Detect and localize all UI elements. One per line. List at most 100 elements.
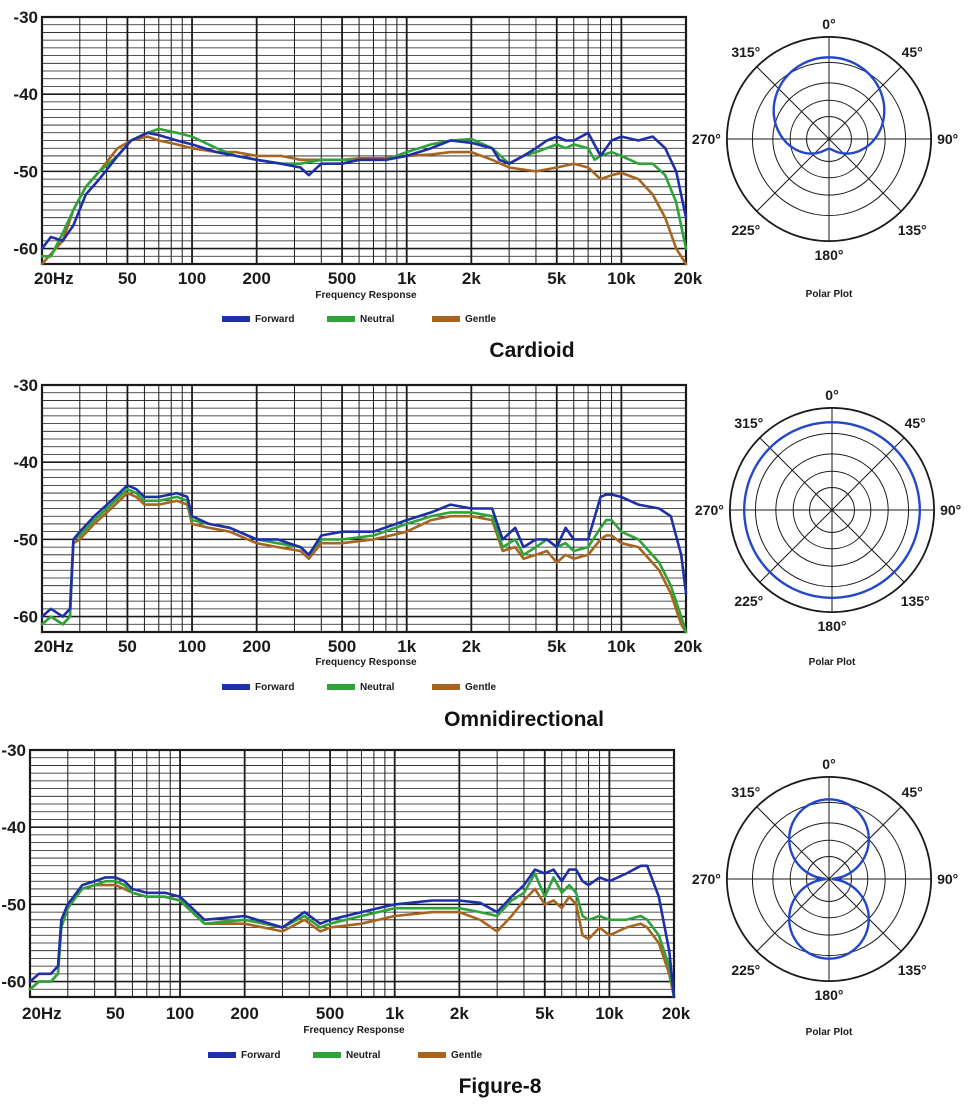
x-tick-label: 500 <box>316 1004 344 1023</box>
polar-angle-label: 180° <box>818 618 847 634</box>
polar-angle-label: 180° <box>815 987 844 1003</box>
polar-angle-label: 45° <box>902 784 923 800</box>
polar-angle-label: 225° <box>734 593 763 609</box>
polar-pattern-curve <box>772 56 886 155</box>
polar-angle-label: 90° <box>937 131 958 147</box>
legend-label-neutral: Neutral <box>346 1050 381 1061</box>
pattern-title: Omnidirectional <box>444 708 604 731</box>
legend-label-neutral: Neutral <box>360 314 395 325</box>
y-tick-label: -30 <box>1 741 26 760</box>
x-tick-label: 100 <box>166 1004 194 1023</box>
legend-label-gentle: Gentle <box>465 314 497 325</box>
y-tick-label: -50 <box>13 162 38 181</box>
x-axis-label: Frequency Response <box>315 657 417 668</box>
legend-label-gentle: Gentle <box>451 1050 483 1061</box>
polar-pattern-curve <box>787 798 871 960</box>
polar-caption: Polar Plot <box>806 289 853 300</box>
x-tick-label: 10k <box>607 269 636 288</box>
polar-pattern-curve <box>742 420 922 600</box>
x-tick-label: 500 <box>328 637 356 656</box>
y-tick-label: -60 <box>13 608 38 627</box>
x-tick-label: 1k <box>397 269 416 288</box>
x-tick-label: 500 <box>328 269 356 288</box>
y-tick-label: -30 <box>13 8 38 27</box>
legend-label-neutral: Neutral <box>360 682 395 693</box>
x-tick-label: 1k <box>397 637 416 656</box>
legend-swatch-gentle <box>418 1052 446 1058</box>
x-tick-label: 100 <box>178 269 206 288</box>
polar-angle-label: 315° <box>731 784 760 800</box>
polar-angle-label: 315° <box>734 415 763 431</box>
polar-angle-label: 45° <box>902 44 923 60</box>
polar-angle-label: 180° <box>815 247 844 263</box>
y-tick-label: -40 <box>1 818 26 837</box>
polar-angle-label: 0° <box>825 387 838 403</box>
polar-caption: Polar Plot <box>806 1027 853 1038</box>
x-tick-label: 50 <box>118 269 137 288</box>
x-tick-label: 5k <box>535 1004 554 1023</box>
x-tick-label: 2k <box>462 269 481 288</box>
polar-angle-label: 315° <box>731 44 760 60</box>
x-tick-label: 50 <box>106 1004 125 1023</box>
series-line-gentle <box>40 491 688 634</box>
polar-plot-1: 0° 45° 90° 135° 180° 225° 270° 315° Polar Plot <box>692 16 958 300</box>
plot-frame <box>40 383 688 634</box>
x-tick-label: 2k <box>450 1004 469 1023</box>
pattern-title: Figure-8 <box>459 1075 542 1098</box>
polar-angle-label: 135° <box>898 962 927 978</box>
x-axis-label: Frequency Response <box>315 290 417 301</box>
x-tick-label: 200 <box>242 637 270 656</box>
frequency-chart-2: -30 -40 -50 -60 20Hz 50 100 200 500 1k 2k 5k 10k 20k F… <box>13 376 702 731</box>
series-line-forward <box>40 131 688 250</box>
polar-angle-label: 45° <box>905 415 926 431</box>
legend-swatch-forward <box>208 1052 236 1058</box>
x-tick-label: 20k <box>674 637 703 656</box>
y-tick-label: -40 <box>13 85 38 104</box>
legend-swatch-neutral <box>327 684 355 690</box>
polar-caption: Polar Plot <box>809 657 856 668</box>
legend-swatch-neutral <box>327 316 355 322</box>
x-axis-label: Frequency Response <box>303 1025 405 1036</box>
x-tick-label: 2k <box>462 637 481 656</box>
y-tick-label: -60 <box>13 240 38 259</box>
legend-swatch-forward <box>222 316 250 322</box>
polar-angle-label: 270° <box>692 871 721 887</box>
x-tick-label: 20k <box>662 1004 691 1023</box>
x-tick-label: 20k <box>674 269 703 288</box>
series-line-neutral <box>40 487 688 634</box>
x-tick-label: 20Hz <box>34 637 74 656</box>
polar-angle-label: 90° <box>937 871 958 887</box>
series-line-forward <box>40 484 688 618</box>
polar-angle-label: 135° <box>898 222 927 238</box>
plot-frame <box>40 15 688 266</box>
series-line-neutral <box>28 872 676 999</box>
x-tick-label: 1k <box>385 1004 404 1023</box>
y-tick-label: -60 <box>1 973 26 992</box>
polar-spoke <box>756 806 902 952</box>
legend-label-gentle: Gentle <box>465 682 497 693</box>
polar-angle-label: 0° <box>822 756 835 772</box>
legend-swatch-gentle <box>432 316 460 322</box>
polar-angle-label: 0° <box>822 16 835 32</box>
x-tick-label: 200 <box>230 1004 258 1023</box>
x-tick-label: 100 <box>178 637 206 656</box>
x-tick-label: 20Hz <box>34 269 74 288</box>
y-tick-label: -40 <box>13 453 38 472</box>
series-line-forward <box>28 864 676 999</box>
legend: Forward Neutral Gentle <box>208 1050 483 1061</box>
x-tick-label: 20Hz <box>22 1004 62 1023</box>
polar-angle-label: 270° <box>692 131 721 147</box>
legend: Forward Neutral Gentle <box>222 314 497 325</box>
x-tick-label: 10k <box>595 1004 624 1023</box>
legend-label-forward: Forward <box>255 682 294 693</box>
y-tick-label: -50 <box>1 895 26 914</box>
frequency-chart-3: -30 -40 -50 -60 20Hz 50 100 200 500 1k 2k 5k 10k 20k F… <box>1 741 690 1098</box>
x-tick-label: 10k <box>607 637 636 656</box>
legend: Forward Neutral Gentle <box>222 682 497 693</box>
legend-swatch-gentle <box>432 684 460 690</box>
x-tick-label: 200 <box>242 269 270 288</box>
x-tick-label: 5k <box>547 269 566 288</box>
polar-spoke <box>756 66 902 212</box>
x-tick-label: 5k <box>547 637 566 656</box>
